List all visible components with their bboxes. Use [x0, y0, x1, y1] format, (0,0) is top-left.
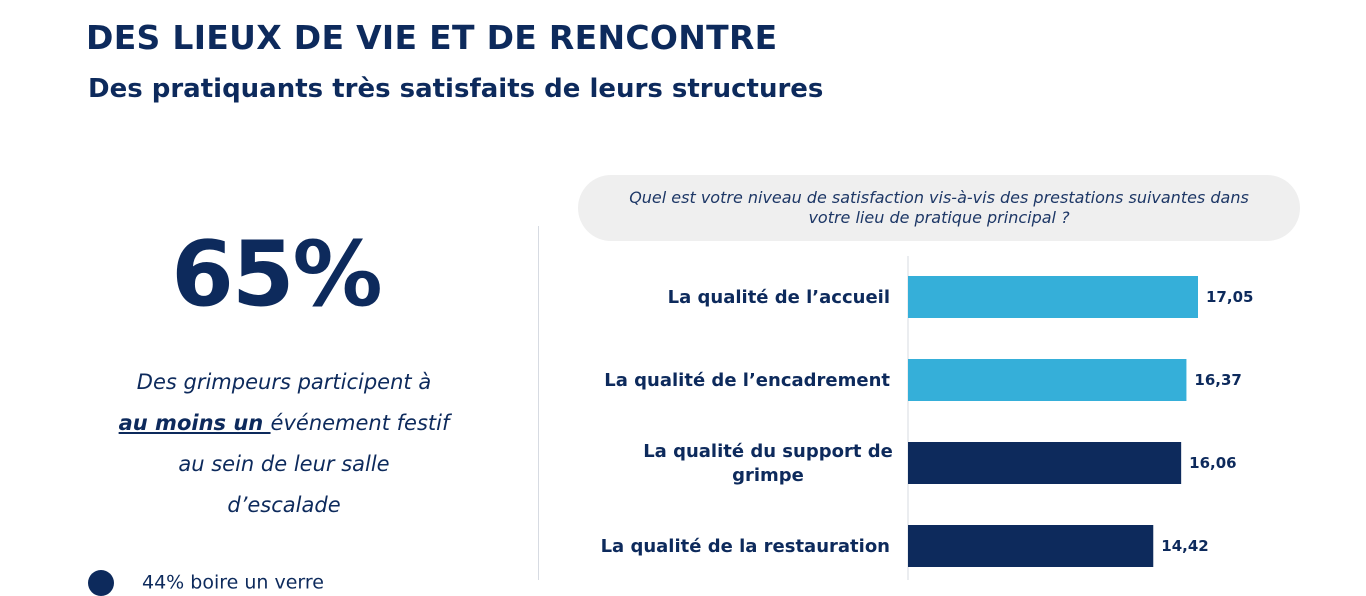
- value-label-1: 16,37: [1194, 371, 1241, 389]
- stat-desc-line-4: d’escalade: [227, 493, 341, 517]
- category-label-3: La qualité de la restauration: [601, 536, 890, 557]
- value-label-3: 14,42: [1161, 537, 1208, 555]
- category-label-line: La qualité de l’encadrement: [604, 370, 890, 391]
- satisfaction-bar-chart: 17,05 La qualité de l’accueil 16,37 La qual…: [601, 256, 1253, 580]
- category-label-line: grimpe: [732, 465, 804, 486]
- bar-1: [908, 359, 1187, 401]
- page-subtitle: Des pratiquants très satisfaits de leurs…: [88, 74, 824, 104]
- category-label-line: La qualité du support de: [643, 441, 893, 462]
- category-label-line: La qualité de l’accueil: [668, 287, 890, 308]
- bar-3: [908, 525, 1154, 567]
- value-label-2: 16,06: [1189, 454, 1236, 472]
- category-label-line: La qualité de la restauration: [601, 536, 890, 557]
- stat-desc-emphasis: au moins un: [118, 411, 271, 435]
- bullet-dot-icon: [88, 570, 114, 596]
- bar-0: [908, 276, 1198, 318]
- category-label-1: La qualité de l’encadrement: [604, 370, 890, 391]
- page-title: DES LIEUX DE VIE ET DE RENCONTRE: [86, 18, 778, 57]
- category-label-0: La qualité de l’accueil: [668, 287, 890, 308]
- bullet-text: 44% boire un verre: [142, 571, 324, 594]
- vertical-divider: [538, 226, 539, 580]
- stat-desc-line-1: Des grimpeurs participent à: [136, 370, 432, 394]
- chart-question: Quel est votre niveau de satisfaction vi…: [578, 175, 1300, 241]
- stat-desc-line-3: au sein de leur salle: [178, 452, 390, 476]
- stat-description: Des grimpeurs participent à au moins un …: [96, 362, 472, 526]
- category-label-2: La qualité du support de grimpe: [643, 441, 893, 486]
- value-label-0: 17,05: [1206, 288, 1253, 306]
- bullet-item: 44% boire un verre: [88, 570, 324, 596]
- stat-percentage: 65%: [171, 222, 382, 327]
- stat-desc-line-2-rest: événement festif: [270, 411, 450, 435]
- stat-desc-line-2: au moins un événement festif: [96, 403, 472, 444]
- bar-2: [908, 442, 1182, 484]
